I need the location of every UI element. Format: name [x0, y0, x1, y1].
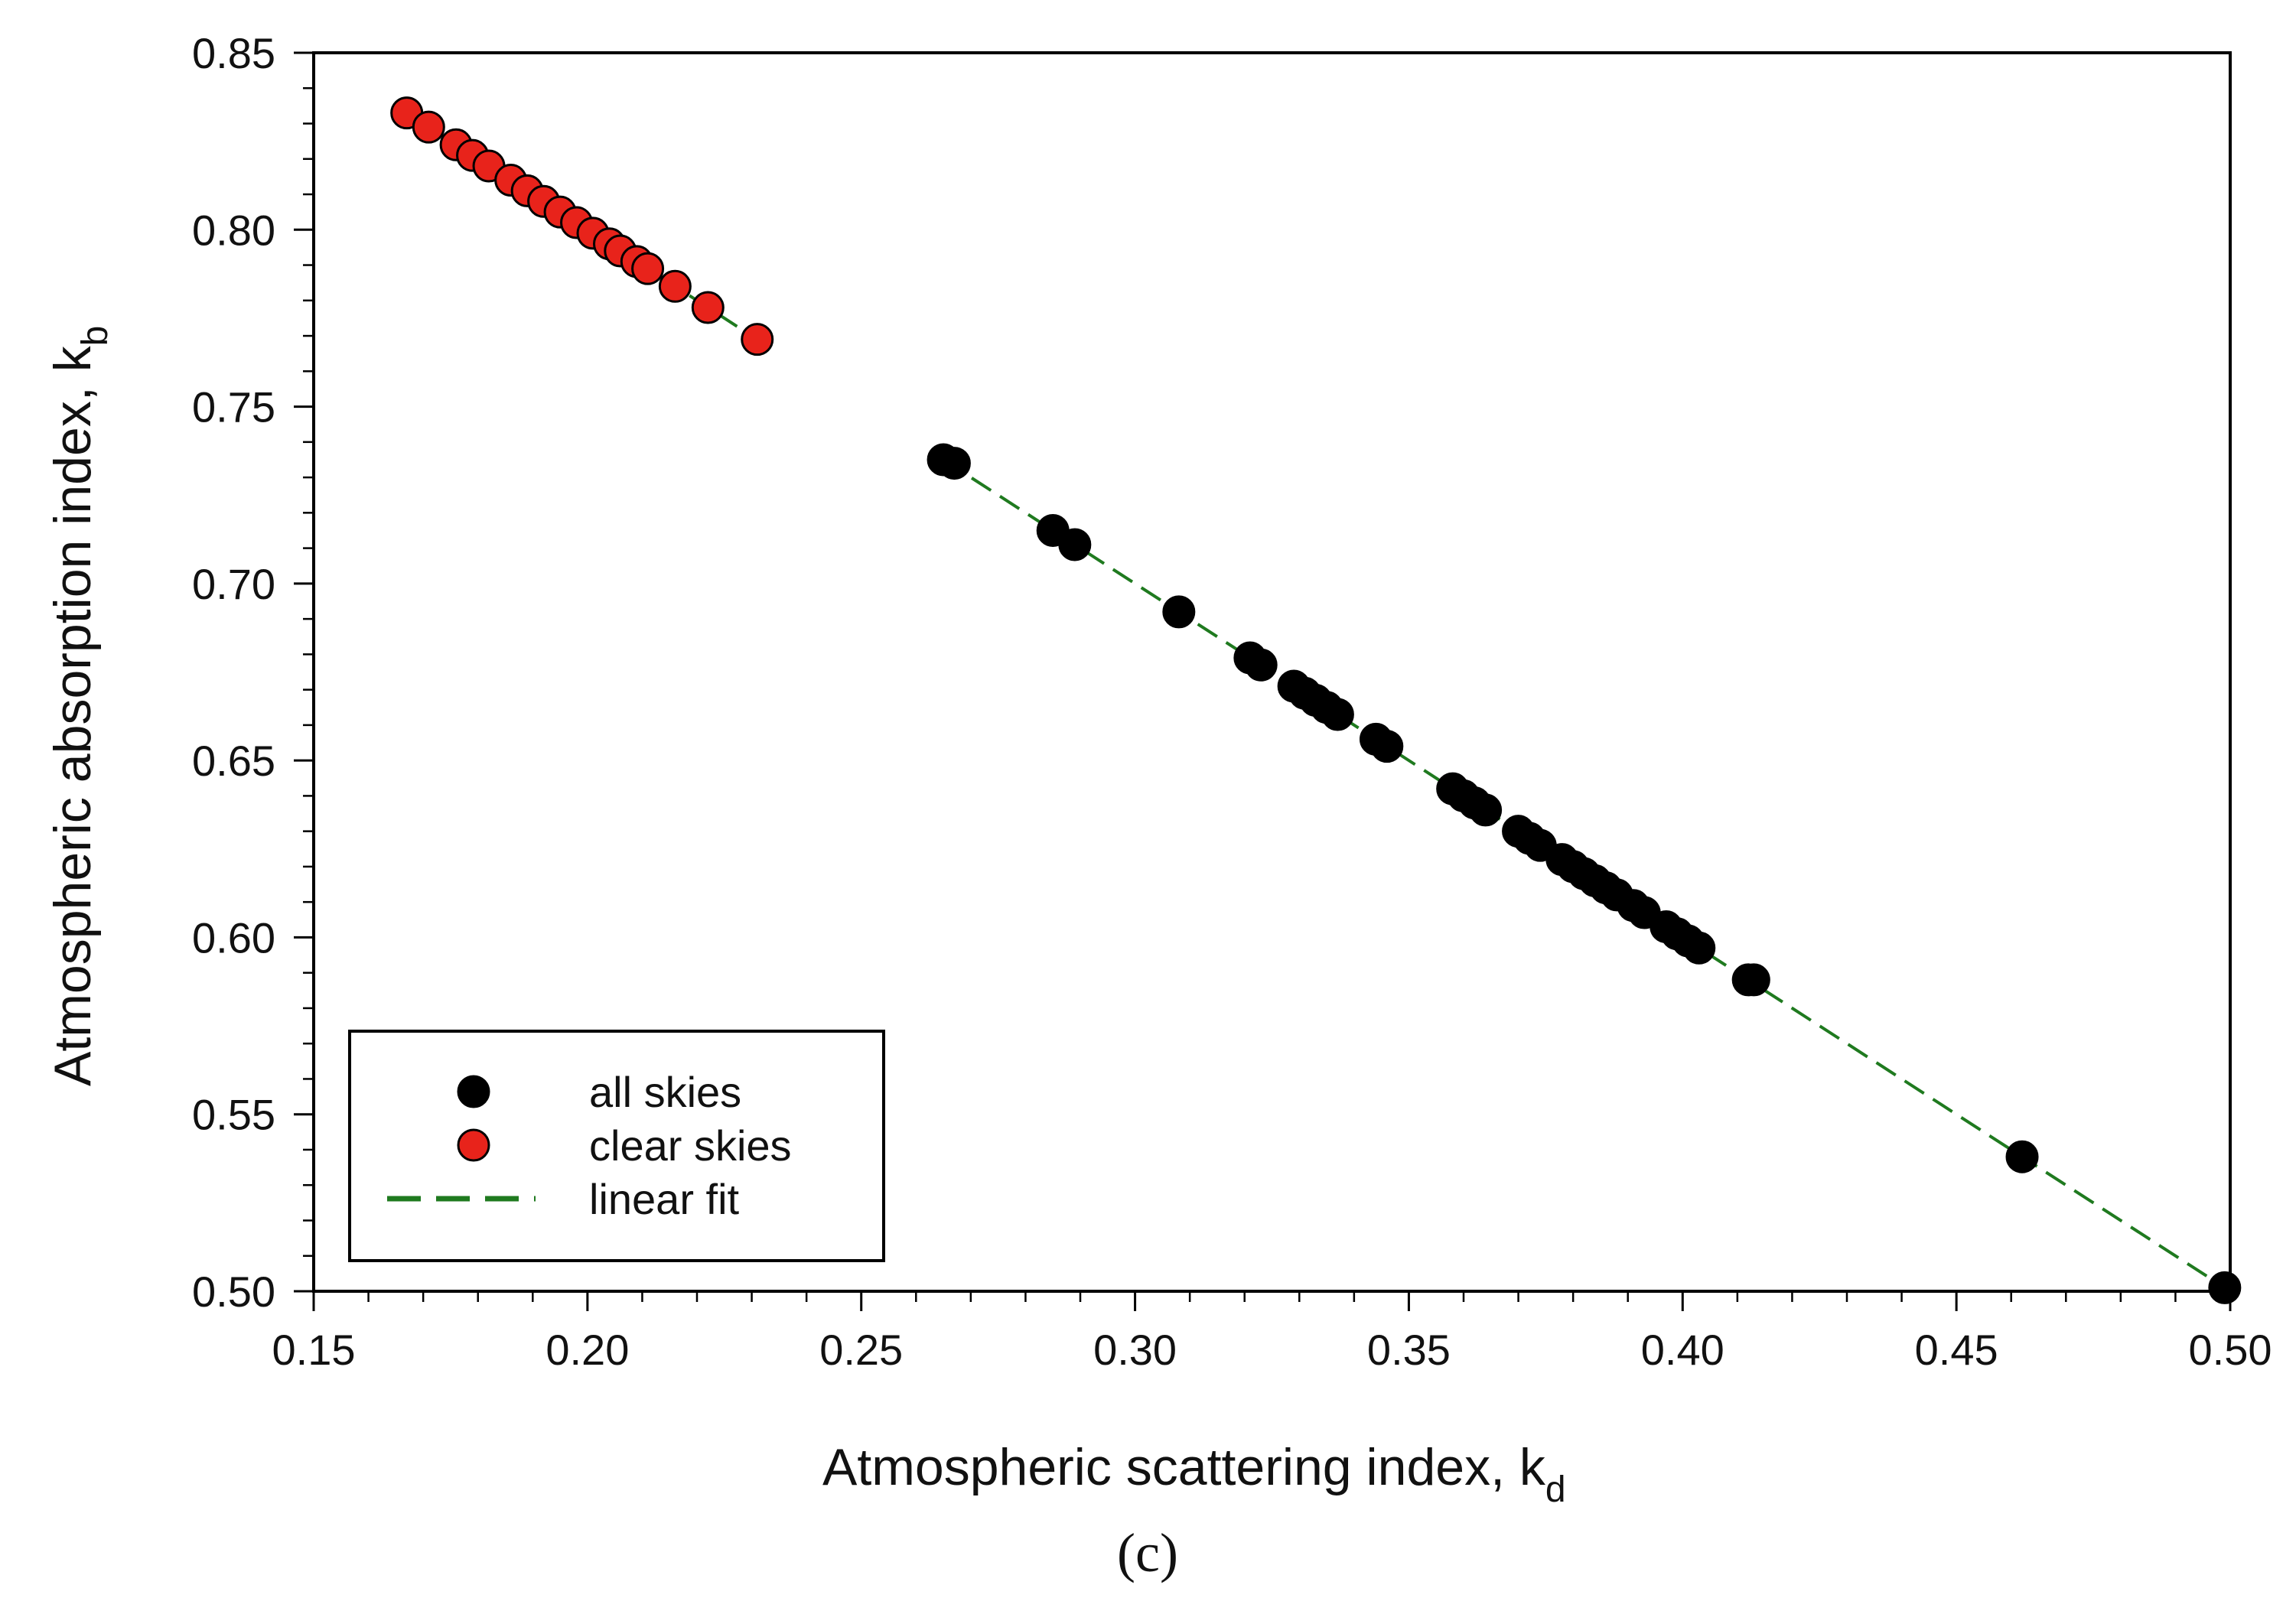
point-clear-skies: [412, 110, 445, 144]
x-tick-label: 0.15: [272, 1326, 356, 1374]
y-axis-title-subscript: b: [75, 326, 116, 347]
plot-frame: [312, 51, 2232, 1293]
y-axis-title: Atmospheric absorption index, kb: [44, 326, 116, 1086]
point-all-skies: [2208, 1271, 2242, 1304]
x-axis-title-text: Atmospheric scattering index, k: [822, 1438, 1546, 1496]
point-all-skies: [937, 447, 971, 480]
y-tick-label: 0.75: [192, 383, 275, 431]
y-axis-title-text: Atmospheric absorption index, k: [44, 345, 102, 1086]
point-clear-skies: [658, 269, 692, 303]
point-all-skies: [1244, 648, 1278, 682]
x-axis-title: Atmospheric scattering index, kd: [822, 1438, 1566, 1510]
point-all-skies: [1469, 793, 1503, 827]
linear-fit-line: [942, 458, 2232, 1293]
point-all-skies: [1682, 931, 1716, 965]
axis-ticks: [294, 51, 2232, 1311]
tick-labels: 0.15 0.20 0.25 0.30 0.35 0.40 0.45 0.50 0.50 0.55…: [192, 29, 2272, 1374]
point-all-skies: [2005, 1140, 2039, 1173]
x-tick-label: 0.40: [1641, 1326, 1724, 1374]
x-tick-label: 0.50: [2189, 1326, 2272, 1374]
x-tick-label: 0.45: [1915, 1326, 1998, 1374]
y-tick-label: 0.85: [192, 29, 275, 77]
data-points-layer: [390, 96, 2242, 1304]
legend-box: [348, 1030, 885, 1262]
legend-label-clear-skies: clear skies: [589, 1121, 792, 1170]
legend-marker-clear-skies: [457, 1128, 490, 1162]
y-tick-label: 0.55: [192, 1091, 275, 1139]
panel-label: (c): [1117, 1522, 1178, 1583]
y-tick-label: 0.50: [192, 1268, 275, 1316]
x-tick-label: 0.35: [1367, 1326, 1451, 1374]
x-tick-label: 0.20: [546, 1326, 629, 1374]
legend-label-linear-fit: linear fit: [589, 1175, 740, 1223]
x-tick-label: 0.30: [1093, 1326, 1177, 1374]
point-all-skies: [1058, 528, 1092, 561]
point-all-skies: [1370, 730, 1404, 763]
point-all-skies: [1321, 698, 1354, 731]
point-clear-skies: [691, 291, 725, 324]
y-tick-label: 0.60: [192, 913, 275, 962]
legend-marker-all-skies: [457, 1075, 490, 1108]
y-tick-label: 0.80: [192, 206, 275, 254]
point-clear-skies: [741, 323, 774, 356]
x-tick-label: 0.25: [819, 1326, 903, 1374]
legend: all skies clear skies linear fit: [348, 1030, 885, 1262]
point-all-skies: [1737, 963, 1770, 997]
x-axis-title-subscript: d: [1545, 1469, 1566, 1510]
point-all-skies: [1162, 595, 1196, 629]
point-clear-skies: [631, 252, 665, 285]
y-tick-label: 0.70: [192, 560, 275, 608]
legend-label-all-skies: all skies: [589, 1068, 741, 1116]
y-tick-label: 0.65: [192, 737, 275, 785]
